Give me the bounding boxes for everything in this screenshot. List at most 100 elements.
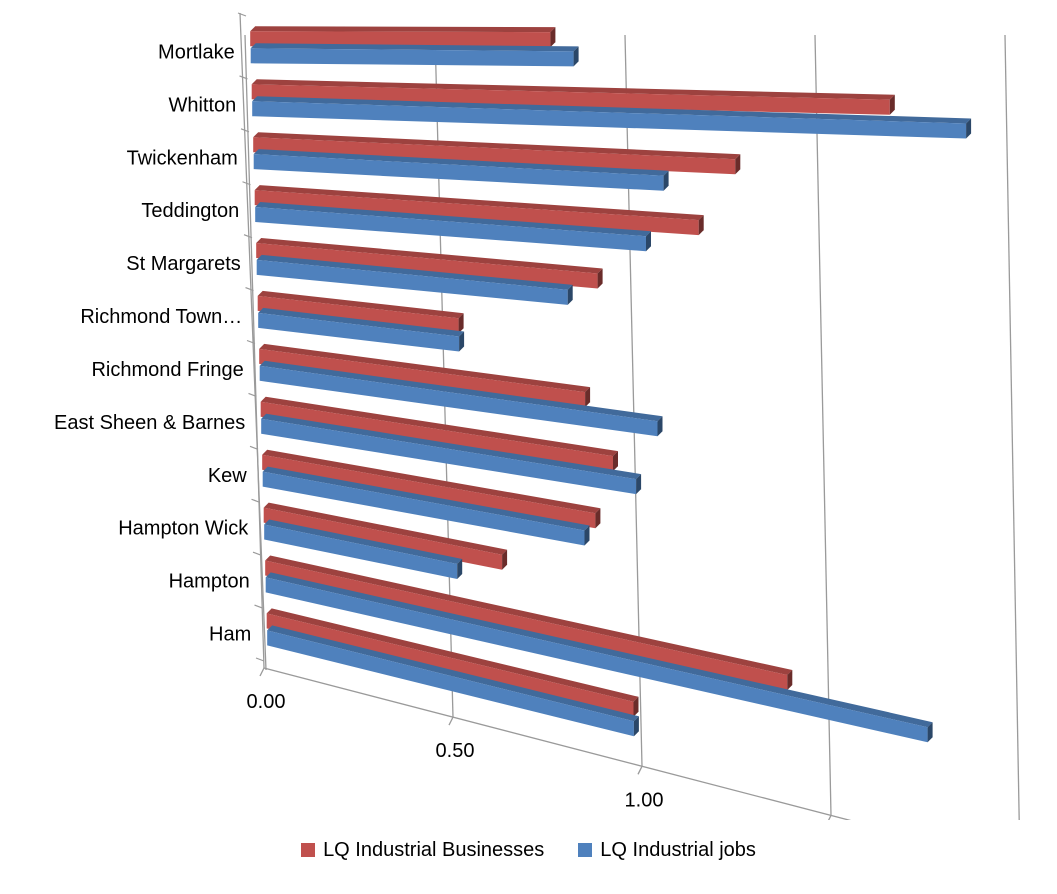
bar-businesses-end (502, 549, 508, 570)
bar-businesses (260, 401, 613, 472)
legend: LQ Industrial Businesses LQ Industrial j… (0, 830, 1057, 870)
bar-jobs-top (267, 625, 639, 722)
category-tick (239, 75, 248, 80)
bar-chart-svg: Mortlake Whitton Twickenham Teddington St Ma… (54, 12, 1041, 894)
x-tick-label: 0.00 (247, 691, 286, 713)
bar-businesses (259, 348, 586, 408)
bar-jobs (259, 365, 658, 437)
bar-jobs (255, 207, 646, 252)
category-tick (254, 604, 263, 609)
category-label: St Margarets (126, 253, 240, 275)
category-label: Hampton (169, 571, 250, 593)
gridline-foot (826, 815, 832, 824)
bar-businesses (266, 613, 634, 717)
bar-jobs-top (261, 413, 642, 480)
bar-businesses (250, 31, 551, 48)
bar-jobs (262, 471, 585, 546)
category-tick (246, 339, 256, 345)
legend-item-businesses: LQ Industrial Businesses (301, 839, 544, 862)
bar-businesses-end (595, 508, 601, 529)
bar-businesses-top (260, 396, 618, 457)
bar-jobs-top (253, 149, 669, 176)
legend-label-businesses: LQ Industrial Businesses (323, 838, 545, 861)
bar-businesses-end (787, 670, 793, 690)
category-label: Richmond Fringe (91, 359, 243, 381)
legend-swatch-jobs (578, 843, 593, 857)
category-label: Whitton (168, 94, 236, 116)
bar-businesses-top (254, 185, 704, 221)
category-label: Twickenham (127, 147, 238, 169)
gridline (244, 34, 265, 669)
category-tick (249, 445, 259, 450)
bar-businesses-top (253, 132, 741, 160)
gridline-foot (448, 716, 454, 726)
legend-item-jobs: LQ Industrial jobs (578, 839, 756, 862)
bar-businesses (253, 137, 736, 175)
bar-jobs (253, 154, 664, 191)
bar-businesses (251, 84, 890, 115)
bar-businesses-end (597, 268, 603, 289)
x-tick-label: 0.50 (436, 740, 475, 762)
bar-jobs-end (663, 170, 669, 191)
gridline-foot (259, 667, 265, 677)
bar-jobs (267, 630, 634, 737)
legend-swatch-businesses (301, 843, 316, 857)
bar-businesses (254, 190, 699, 236)
category-tick (243, 234, 253, 239)
bar-jobs (250, 48, 574, 67)
bar-jobs-top (265, 572, 933, 728)
x-tick-label: 1.00 (625, 789, 664, 811)
bar-jobs-end (633, 716, 639, 737)
category-label: Richmond Town… (80, 306, 242, 328)
bar-businesses-end (889, 94, 895, 115)
category-tick (240, 128, 250, 133)
bar-businesses-end (550, 27, 556, 48)
category-label: Ham (209, 624, 251, 646)
bar-jobs (265, 577, 928, 743)
category-tick (245, 287, 254, 292)
bar-businesses-top (265, 555, 793, 675)
bar-businesses-top (256, 238, 603, 274)
bar-jobs (252, 101, 967, 139)
bar-jobs (258, 312, 460, 352)
bar-businesses-top (259, 343, 591, 393)
bar-jobs-top (252, 96, 972, 124)
bar-jobs-end (567, 284, 573, 305)
bar-businesses-top (266, 608, 639, 702)
category-label: East Sheen & Barnes (54, 412, 245, 434)
bar-jobs (256, 259, 568, 305)
category-tick (255, 657, 265, 662)
gridline (1004, 34, 1021, 865)
bar-jobs-end (459, 331, 465, 352)
bar-jobs-top (258, 307, 465, 337)
bar-businesses (262, 454, 596, 529)
bar-businesses (256, 243, 598, 289)
legend-label-jobs: LQ Industrial jobs (600, 838, 756, 861)
gridline (814, 34, 832, 816)
bar-jobs (261, 418, 637, 495)
category-tick (237, 12, 247, 17)
bar-businesses-end (458, 313, 464, 334)
bar-businesses-end (633, 696, 639, 717)
bar-businesses (265, 560, 788, 690)
bar-jobs (264, 524, 458, 579)
bar-businesses-top (257, 290, 464, 319)
bar-jobs-end (966, 118, 972, 139)
gridline-foot (637, 765, 643, 775)
bar-businesses-top (251, 79, 895, 100)
category-label: Teddington (141, 200, 239, 222)
bar-jobs-end (457, 559, 463, 579)
category-tick (242, 181, 251, 186)
bar-businesses-end (698, 215, 704, 236)
bar-jobs-end (573, 46, 579, 67)
category-label: Kew (208, 465, 247, 487)
bar-businesses-top (262, 449, 601, 514)
category-label: Mortlake (158, 41, 235, 63)
bar-jobs-top (255, 202, 651, 237)
bar-jobs-end (927, 722, 933, 743)
bar-businesses-end (613, 451, 618, 472)
bar-businesses (263, 507, 503, 570)
bar-jobs-top (264, 519, 463, 564)
bar-jobs-top (256, 254, 573, 290)
